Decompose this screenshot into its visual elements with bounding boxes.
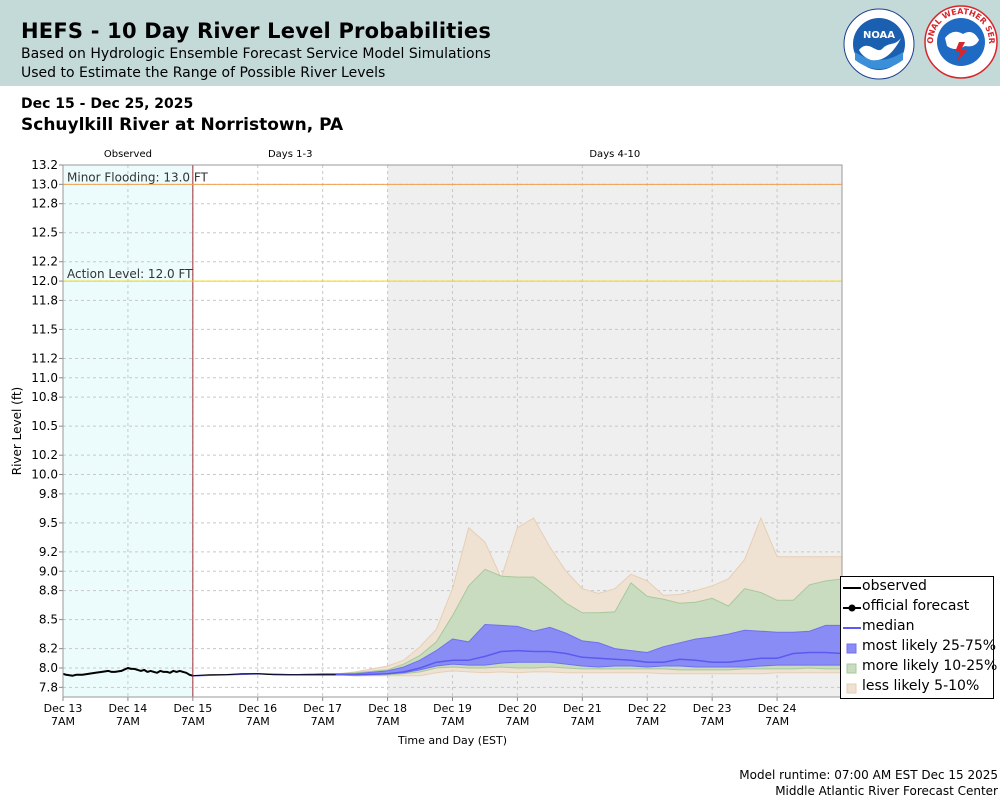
legend-item-observed: observed — [841, 578, 993, 598]
legend-most-likely-symbol — [846, 643, 857, 654]
legend-label-less-likely: less likely 5-10% — [862, 678, 980, 694]
x-axis-label: Time and Day (EST) — [397, 734, 507, 747]
xtick-time-11: 7AM — [765, 715, 789, 728]
ytick-label-0: 7.8 — [39, 680, 58, 694]
ytick-label-16: 11.8 — [31, 293, 58, 307]
ytick-label-15: 11.5 — [31, 322, 58, 336]
page-title: HEFS - 10 Day River Level Probabilities — [21, 19, 492, 43]
header-banner: HEFS - 10 Day River Level Probabilities … — [0, 0, 1000, 86]
xtick-label-7: Dec 20 — [498, 702, 537, 715]
xtick-time-8: 7AM — [570, 715, 594, 728]
xtick-time-10: 7AM — [700, 715, 724, 728]
xtick-time-9: 7AM — [635, 715, 659, 728]
xtick-label-4: Dec 17 — [303, 702, 342, 715]
xtick-label-3: Dec 16 — [238, 702, 277, 715]
xtick-label-11: Dec 24 — [758, 702, 797, 715]
threshold-label-0: Minor Flooding: 13.0 FT — [67, 170, 209, 184]
legend-item-less-likely: less likely 5-10% — [841, 678, 993, 698]
line-observed — [62, 667, 194, 677]
ytick-label-11: 10.5 — [31, 419, 58, 433]
xtick-time-1: 7AM — [116, 715, 140, 728]
ytick-label-5: 9.0 — [39, 564, 58, 578]
page-subtitle-model: Based on Hydrologic Ensemble Forecast Se… — [21, 46, 491, 62]
xtick-label-10: Dec 23 — [693, 702, 732, 715]
line-official — [192, 673, 336, 677]
y-axis-label: River Level (ft) — [10, 387, 24, 475]
legend-label-official-forecast: official forecast — [862, 598, 970, 614]
xtick-time-7: 7AM — [505, 715, 529, 728]
nws-logo: NATIONAL WEATHER SERVICE — [923, 4, 998, 79]
xtick-label-5: Dec 18 — [368, 702, 407, 715]
forecast-center: Middle Atlantic River Forecast Center — [775, 784, 998, 798]
region-1 — [192, 165, 388, 697]
ytick-label-18: 12.2 — [31, 255, 58, 269]
legend-item-official-forecast: official forecast — [841, 598, 993, 618]
region-label-1: Days 1-3 — [268, 149, 312, 160]
legend-item-median: median — [841, 618, 993, 638]
legend-label-observed: observed — [862, 578, 927, 594]
date-range: Dec 15 - Dec 25, 2025 — [21, 96, 194, 112]
plot-border — [62, 164, 843, 698]
ytick-label-20: 12.8 — [31, 197, 58, 211]
ytick-label-17: 12.0 — [31, 274, 58, 288]
xtick-label-9: Dec 22 — [628, 702, 667, 715]
ytick-label-12: 10.8 — [31, 390, 58, 404]
xtick-time-2: 7AM — [181, 715, 205, 728]
ytick-label-7: 9.5 — [39, 516, 58, 530]
xtick-time-6: 7AM — [440, 715, 464, 728]
legend-label-more-likely: more likely 10-25% — [862, 658, 998, 674]
ytick-label-8: 9.8 — [39, 487, 58, 501]
xtick-label-0: Dec 13 — [44, 702, 83, 715]
xtick-time-4: 7AM — [311, 715, 335, 728]
xtick-label-6: Dec 19 — [433, 702, 472, 715]
ytick-label-19: 12.5 — [31, 226, 58, 240]
legend-label-median: median — [862, 618, 915, 634]
xtick-label-8: Dec 21 — [563, 702, 602, 715]
line-median — [192, 649, 843, 677]
xtick-label-2: Dec 15 — [173, 702, 212, 715]
ytick-label-1: 8.0 — [39, 661, 58, 675]
ytick-label-6: 9.2 — [39, 545, 58, 559]
legend-official-symbol — [843, 604, 861, 612]
legend-observed-symbol — [843, 587, 861, 589]
region-label-2: Days 4-10 — [589, 149, 640, 160]
xtick-time-5: 7AM — [376, 715, 400, 728]
svg-text:NOAA: NOAA — [863, 30, 895, 41]
xtick-label-1: Dec 14 — [109, 702, 148, 715]
xtick-time-0: 7AM — [51, 715, 75, 728]
ytick-label-22: 13.2 — [31, 158, 58, 172]
noaa-logo: NOAA — [843, 8, 915, 80]
legend-more-likely-symbol — [846, 663, 857, 674]
legend-item-most-likely: most likely 25-75% — [841, 638, 997, 658]
legend-median-symbol — [843, 627, 861, 629]
ytick-label-2: 8.2 — [39, 642, 58, 656]
page-subtitle-purpose: Used to Estimate the Range of Possible R… — [21, 65, 386, 81]
xtick-time-3: 7AM — [246, 715, 270, 728]
ytick-label-21: 13.0 — [31, 177, 58, 191]
model-runtime: Model runtime: 07:00 AM EST Dec 15 2025 — [739, 768, 998, 782]
legend-less-likely-symbol — [846, 683, 857, 694]
chart-legend: observed official forecast median most l… — [840, 576, 997, 699]
ytick-label-13: 11.0 — [31, 371, 58, 385]
legend-item-more-likely: more likely 10-25% — [841, 658, 997, 678]
ytick-label-10: 10.2 — [31, 448, 58, 462]
ytick-label-14: 11.2 — [31, 351, 58, 365]
ytick-label-3: 8.5 — [39, 613, 58, 627]
legend-label-most-likely: most likely 25-75% — [862, 638, 997, 654]
ytick-label-4: 8.8 — [39, 584, 58, 598]
gauge-location: Schuylkill River at Norristown, PA — [21, 115, 344, 135]
ytick-label-9: 10.0 — [31, 468, 58, 482]
region-label-0: Observed — [104, 149, 152, 160]
threshold-label-1: Action Level: 12.0 FT — [67, 267, 193, 281]
